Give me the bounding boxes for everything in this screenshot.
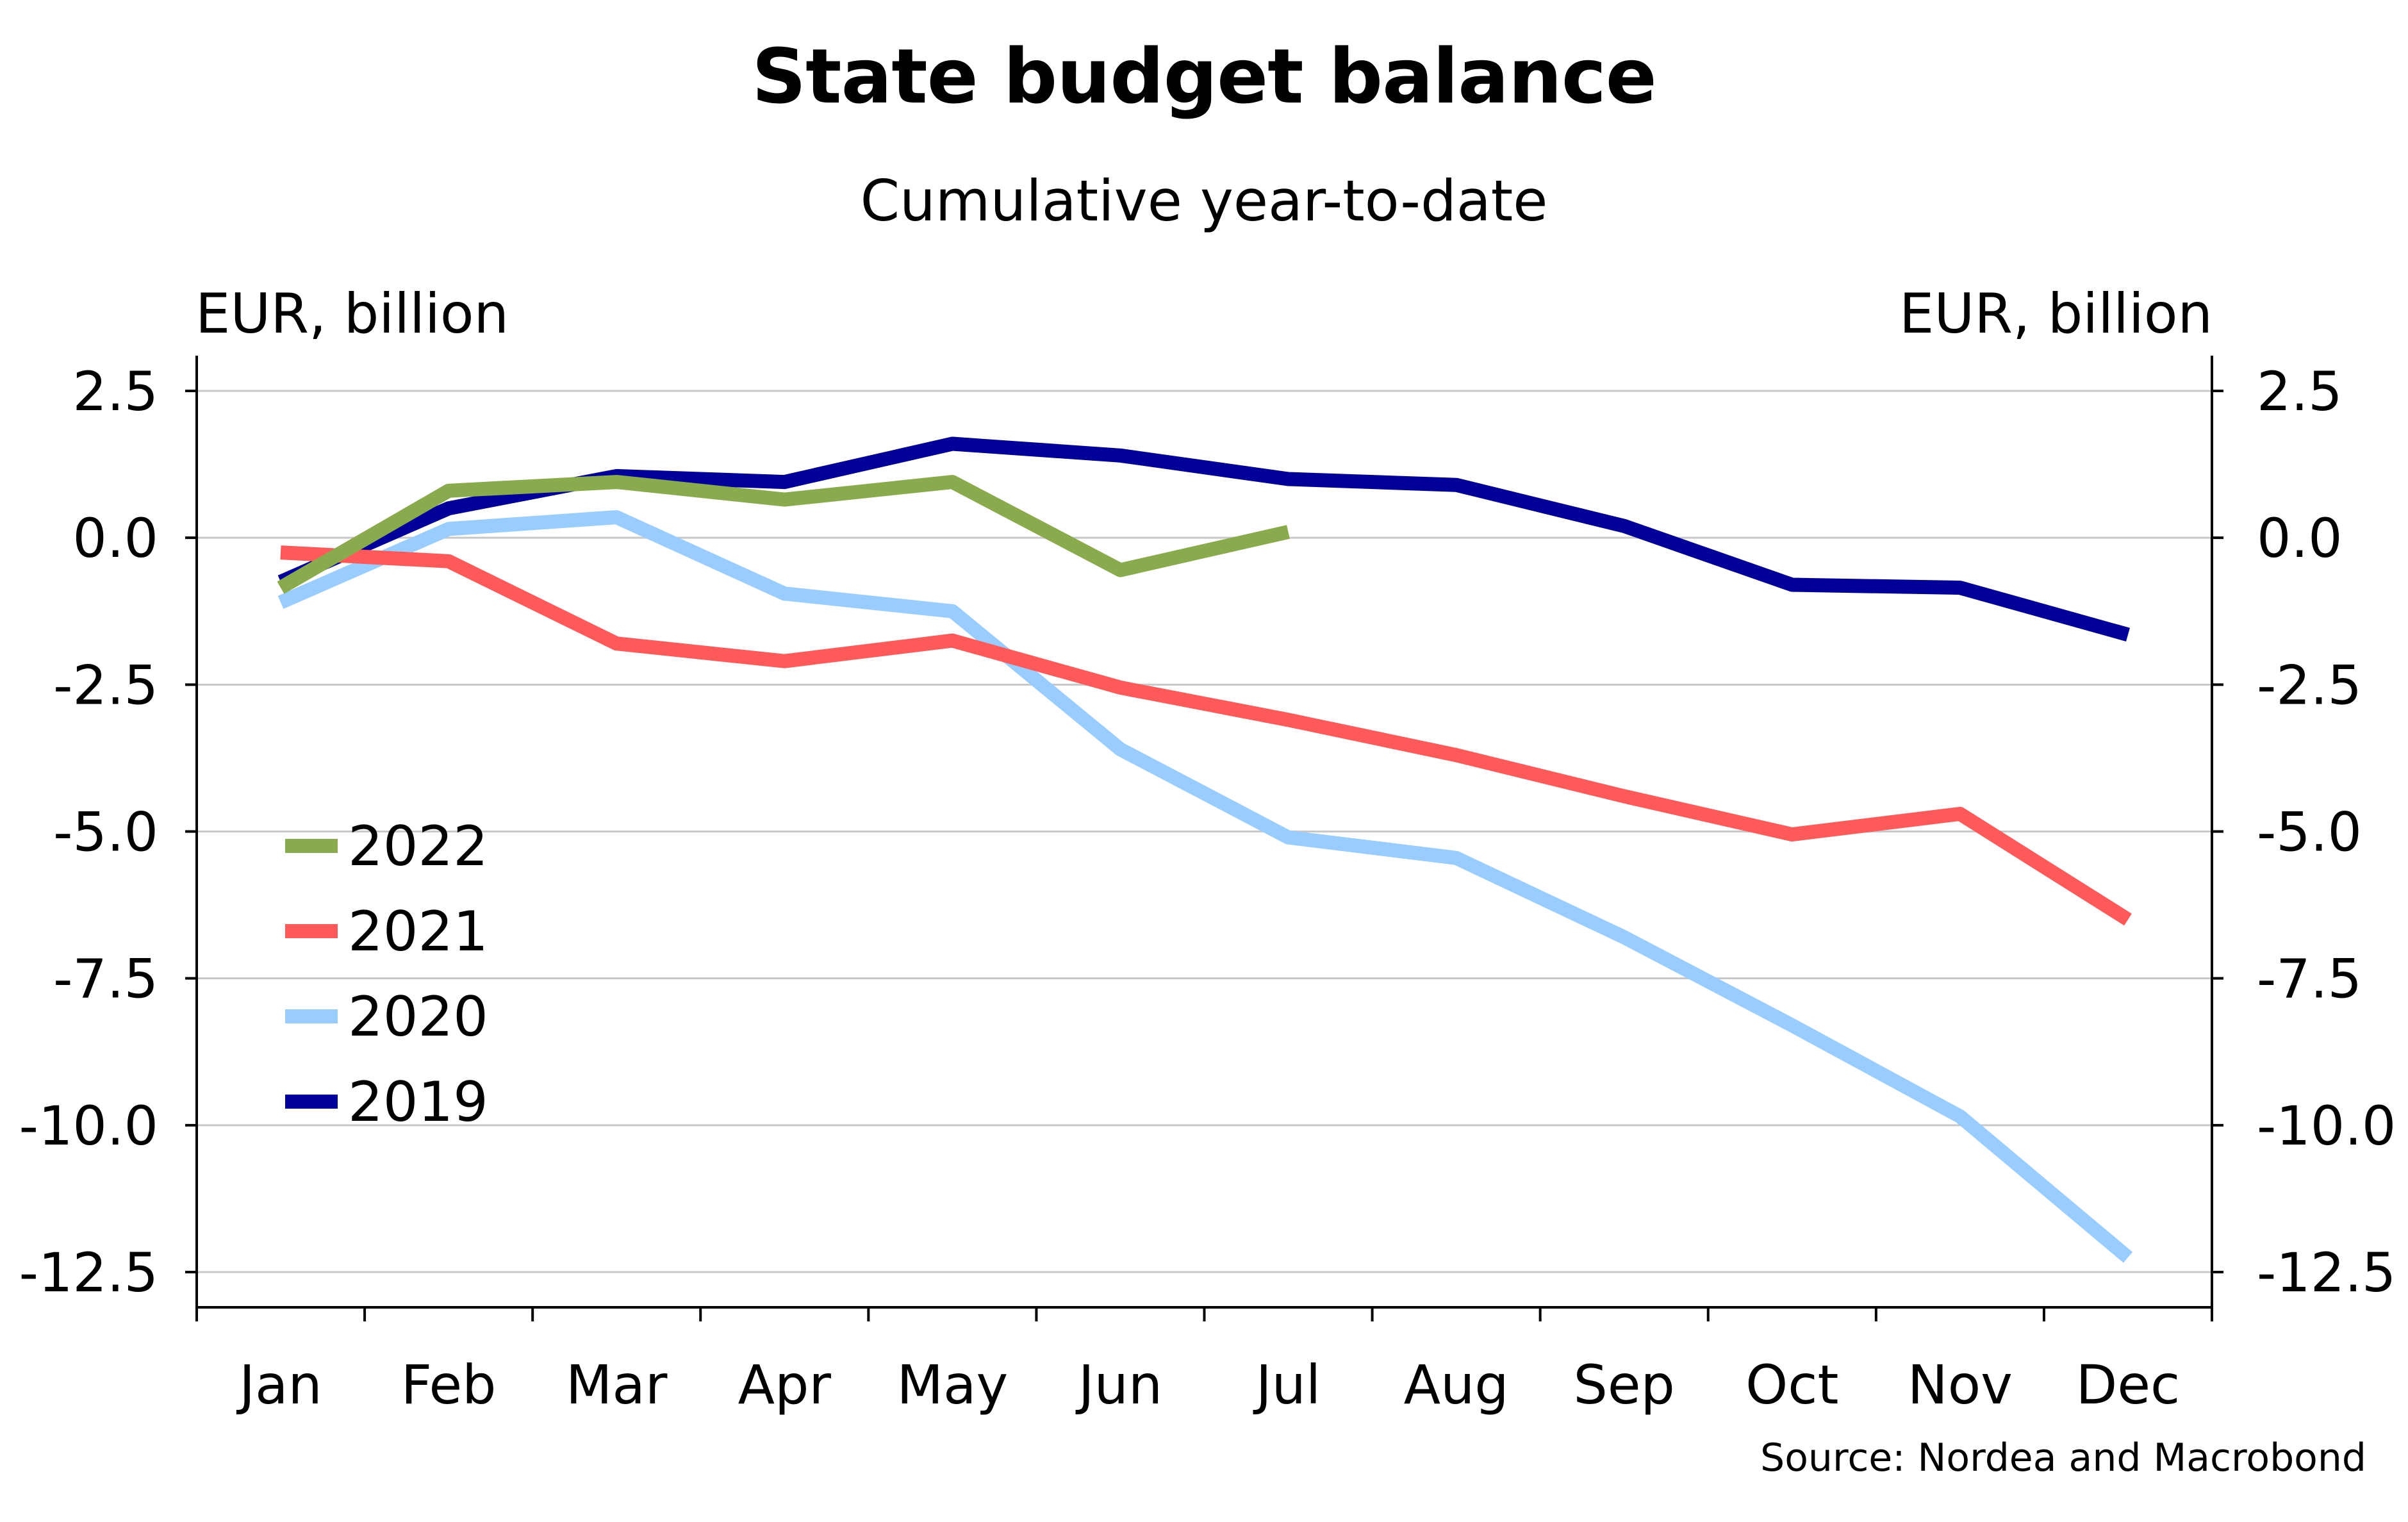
x-tick-label: Jun: [1075, 1353, 1162, 1416]
x-tick-label: Mar: [566, 1353, 668, 1416]
x-tick-label: Apr: [738, 1353, 832, 1416]
y-tick-label-left: -2.5: [53, 654, 158, 716]
source-note: Source: Nordea and Macrobond: [1760, 1435, 2366, 1480]
x-tick-label: Sep: [1574, 1353, 1675, 1416]
series-line-2020: [277, 510, 2133, 1263]
y-tick-label-left: -7.5: [53, 948, 158, 1011]
y-tick-label-right: 2.5: [2257, 360, 2343, 423]
y-tick-label-right: -2.5: [2257, 654, 2362, 716]
y-tick-label-right: -7.5: [2257, 948, 2362, 1011]
legend-label-2019: 2019: [348, 1070, 488, 1134]
x-ticks: Jan Feb Mar Apr May Jun Jul Aug Sep Oct Nov Dec: [195, 1307, 2213, 1416]
y-tick-label-left: -5.0: [53, 801, 158, 864]
series-lines: [277, 436, 2133, 1263]
y-tick-label-left: 2.5: [72, 360, 158, 423]
y-axis-label-left: EUR, billion: [195, 282, 509, 346]
series-line-2021: [280, 545, 2132, 926]
legend: 2022 2021 2020 2019: [285, 815, 488, 1134]
y-tick-label-left: 0.0: [72, 507, 158, 570]
x-tick-label: Nov: [1908, 1353, 2013, 1416]
y-ticks-right: 2.5 0.0 -2.5 -5.0 -7.5 -10.0 -12.5: [2212, 360, 2396, 1304]
gridlines: [197, 390, 2212, 1273]
legend-label-2020: 2020: [348, 985, 488, 1049]
legend-label-2021: 2021: [348, 900, 488, 964]
x-tick-label: Dec: [2076, 1353, 2181, 1416]
series-line-2019: [277, 436, 2130, 641]
x-tick-label: Oct: [1745, 1353, 1838, 1416]
y-tick-label-right: -12.5: [2257, 1241, 2396, 1304]
series-line-2022: [277, 475, 1290, 594]
y-axis-label-right: EUR, billion: [1899, 282, 2213, 346]
x-tick-label: Aug: [1404, 1353, 1509, 1416]
chart-title: State budget balance: [752, 32, 1657, 120]
y-ticks-left: 2.5 0.0 -2.5 -5.0 -7.5 -10.0 -12.5: [19, 360, 197, 1304]
x-tick-label: Jul: [1253, 1353, 1321, 1416]
y-tick-label-left: -10.0: [19, 1095, 158, 1157]
x-tick-label: May: [897, 1353, 1009, 1416]
x-tick-label: Feb: [401, 1353, 497, 1416]
y-tick-label-left: -12.5: [19, 1241, 158, 1304]
y-tick-label-right: -5.0: [2257, 801, 2362, 864]
legend-label-2022: 2022: [348, 815, 488, 879]
y-tick-label-right: 0.0: [2257, 507, 2343, 570]
y-tick-label-right: -10.0: [2257, 1095, 2396, 1157]
chart-subtitle: Cumulative year-to-date: [860, 168, 1548, 234]
x-tick-label: Jan: [236, 1353, 322, 1416]
